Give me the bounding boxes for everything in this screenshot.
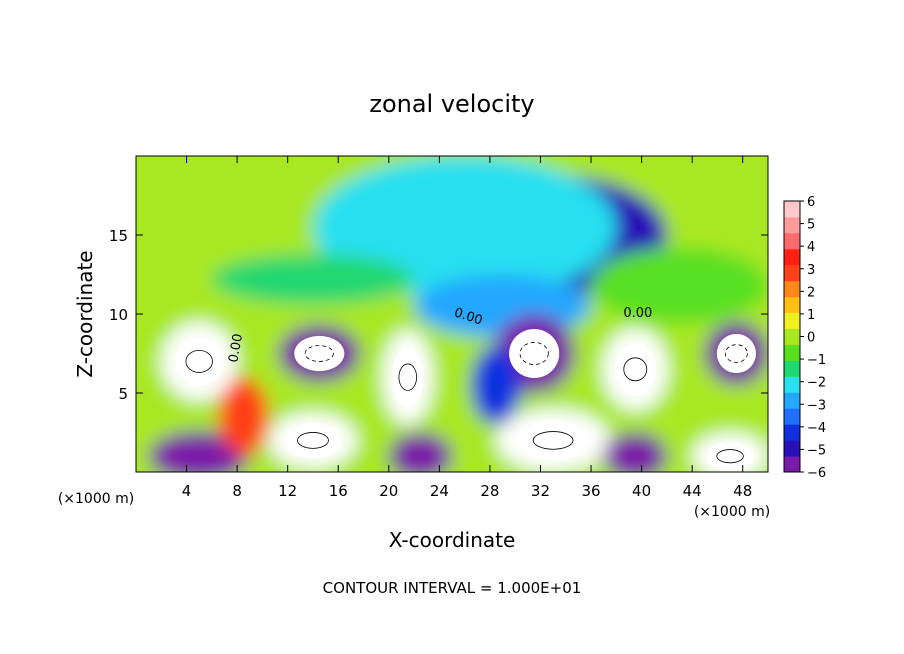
field-region-4: [591, 247, 768, 324]
contour-9: [519, 342, 549, 365]
colorbar-segment-15: [784, 216, 800, 234]
contour-12: [297, 432, 329, 449]
y-axis-label: Z-coordinate: [73, 250, 97, 377]
x-unit-label-right: (×1000 m): [694, 504, 770, 520]
x-tick-label-7: 32: [531, 482, 550, 500]
colorbar-segment-14: [784, 232, 800, 250]
field-region-19: [218, 377, 269, 457]
colorbar-label-8: −2: [807, 376, 826, 391]
chart-title: zonal velocity: [369, 90, 534, 118]
contour-label-0: 0.00: [226, 333, 246, 364]
colorbar-segment-13: [784, 248, 800, 266]
field-core-15: [517, 420, 589, 460]
field-core-17: [706, 441, 754, 471]
x-tick-label-2: 12: [278, 482, 297, 500]
x-tick-label-4: 20: [379, 482, 398, 500]
colorbar: 6 5 4 3 2 1 0 −1 −2 −3 −4 −5 −6: [783, 195, 826, 481]
colorbar-label-2: 4: [807, 240, 815, 255]
x-tick-label-11: 48: [733, 482, 752, 500]
contour-7: [304, 345, 334, 362]
colorbar-segment-9: [784, 312, 800, 330]
x-tick-label-10: 44: [683, 482, 702, 500]
colorbar-label-0: 6: [807, 195, 815, 210]
colorbar-segment-10: [784, 296, 800, 314]
colorbar-segment-8: [784, 328, 800, 345]
contour-10: [623, 357, 648, 382]
field-core-9: [509, 329, 560, 378]
y-tick-label-1: 10: [109, 306, 128, 324]
field-core-8: [392, 347, 424, 407]
colorbar-label-7: −1: [807, 353, 826, 368]
colorbar-segment-1: [784, 440, 800, 457]
contour-lines: [185, 342, 748, 464]
contour-17: [716, 449, 744, 464]
velocity-field: [136, 156, 768, 472]
colorbar-label-11: −5: [807, 443, 826, 458]
x-tick-label-0: 4: [182, 482, 192, 500]
x-tick-label-5: 24: [430, 482, 449, 500]
field-core-12: [285, 422, 341, 459]
x-tick-label-8: 36: [581, 482, 600, 500]
contour-15: [532, 431, 574, 450]
colorbar-segment-0: [784, 456, 800, 473]
colorbar-segment-4: [784, 392, 800, 409]
colorbar-label-3: 3: [807, 263, 815, 278]
colorbar-segment-11: [784, 280, 800, 298]
field-region-3: [211, 253, 415, 305]
contour-11: [724, 344, 748, 363]
colorbar-label-5: 1: [807, 308, 815, 323]
colorbar-segment-2: [784, 424, 800, 441]
contour-6: [185, 349, 213, 373]
colorbar-label-6: 0: [807, 331, 815, 346]
field-core-10: [614, 343, 656, 395]
field-region-18: [470, 345, 522, 425]
contour-label-2: 0.00: [623, 306, 652, 321]
x-axis: 4 8 12 16 20 24 28 32 36 40 44 48: [182, 156, 752, 500]
colorbar-label-10: −4: [807, 421, 826, 436]
colorbar-segment-16: [784, 201, 800, 218]
x-tick-label-1: 8: [232, 482, 242, 500]
field-core-7: [294, 335, 345, 372]
colorbar-segment-12: [784, 264, 800, 282]
x-axis-label: X-coordinate: [389, 528, 516, 552]
x-tick-label-6: 28: [480, 482, 499, 500]
colorbar-segment-6: [784, 360, 800, 377]
field-region-16: [603, 432, 667, 472]
y-tick-label-0: 5: [118, 385, 128, 403]
contour-8: [398, 363, 418, 391]
colorbar-label-12: −6: [807, 466, 826, 481]
colorbar-segment-5: [784, 376, 800, 393]
colorbar-label-4: 2: [807, 285, 815, 300]
field-core-6: [175, 336, 223, 386]
field-region-14: [388, 432, 452, 472]
field-core-11: [716, 333, 756, 374]
colorbar-segment-7: [784, 344, 800, 361]
x-unit-label-left: (×1000 m): [58, 491, 134, 507]
y-tick-label-2: 15: [109, 227, 128, 245]
colorbar-segment-3: [784, 408, 800, 425]
colorbar-label-1: 5: [807, 218, 815, 233]
y-axis: 5 10 15: [109, 227, 768, 403]
contour-interval-note: CONTOUR INTERVAL = 1.000E+01: [323, 579, 582, 597]
x-tick-label-3: 16: [329, 482, 348, 500]
x-tick-label-9: 40: [632, 482, 651, 500]
colorbar-label-9: −3: [807, 398, 826, 413]
